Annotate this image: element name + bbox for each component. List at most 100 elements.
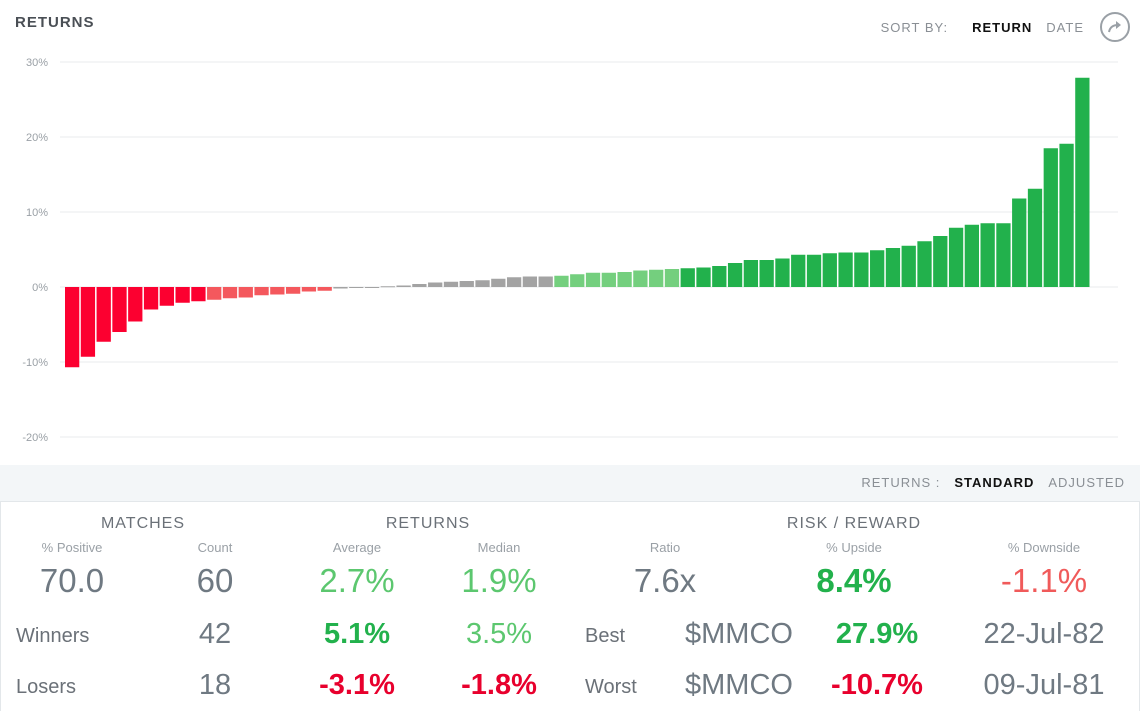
return-bar[interactable]	[238, 287, 253, 298]
return-bar[interactable]	[617, 272, 632, 287]
return-bar[interactable]	[65, 287, 80, 368]
return-bar[interactable]	[1043, 148, 1058, 287]
y-tick-label: -20%	[22, 432, 48, 444]
return-bar[interactable]	[1012, 198, 1027, 288]
return-bar[interactable]	[207, 287, 222, 300]
return-bar[interactable]	[712, 266, 727, 287]
return-bar[interactable]	[933, 236, 948, 287]
returns-type-toggle: RETURNS : STANDARD ADJUSTED	[861, 475, 1125, 490]
winners-label: Winners	[16, 625, 90, 647]
return-bar[interactable]	[270, 287, 285, 295]
return-bar[interactable]	[664, 269, 680, 287]
return-bar[interactable]	[301, 287, 317, 292]
return-bar[interactable]	[428, 282, 443, 288]
return-bar[interactable]	[980, 223, 995, 287]
sort-option-date[interactable]: DATE	[1046, 19, 1084, 35]
return-bar[interactable]	[538, 276, 553, 288]
return-bar[interactable]	[1059, 143, 1074, 287]
return-bar[interactable]	[285, 287, 301, 294]
return-bar[interactable]	[80, 287, 96, 357]
returns-type-label: RETURNS :	[861, 475, 941, 490]
best-return: 27.9%	[835, 618, 919, 650]
returns-option-standard[interactable]: STANDARD	[954, 475, 1035, 490]
return-bar[interactable]	[727, 263, 743, 287]
downside-label: % Downside	[1007, 540, 1081, 555]
return-bar[interactable]	[333, 287, 348, 289]
return-bar[interactable]	[964, 224, 979, 287]
count-value: 60	[196, 562, 234, 599]
return-bar[interactable]	[222, 287, 238, 299]
return-bar[interactable]	[601, 272, 616, 287]
ratio-label: Ratio	[649, 540, 681, 555]
return-bar[interactable]	[791, 254, 806, 287]
sort-option-return[interactable]: RETURN	[972, 19, 1033, 35]
ratio-value: 7.6x	[633, 562, 697, 599]
y-tick-label: -10%	[22, 357, 48, 369]
y-tick-label: 30%	[26, 57, 48, 69]
chart-title: RETURNS	[15, 14, 95, 31]
return-bar[interactable]	[554, 275, 569, 287]
return-bar[interactable]	[159, 287, 174, 306]
return-bar[interactable]	[380, 286, 395, 288]
upside-label: % Upside	[826, 540, 882, 555]
return-bar[interactable]	[317, 287, 332, 291]
best-date: 22-Jul-82	[983, 618, 1105, 650]
return-bar[interactable]	[522, 276, 538, 288]
return-bar[interactable]	[696, 267, 711, 288]
best-ticker[interactable]: $MMCO	[685, 618, 793, 650]
worst-ticker[interactable]: $MMCO	[685, 669, 793, 701]
return-bar[interactable]	[838, 252, 853, 288]
share-button[interactable]	[1100, 12, 1130, 42]
return-bar[interactable]	[112, 287, 127, 332]
return-bar[interactable]	[412, 284, 427, 287]
return-bar[interactable]	[775, 258, 790, 288]
return-bar[interactable]	[822, 253, 837, 287]
return-bar[interactable]	[743, 260, 759, 287]
sort-bar: SORT BY: RETURN DATE	[881, 12, 1130, 42]
return-bar[interactable]	[191, 287, 206, 302]
returns-option-adjusted[interactable]: ADJUSTED	[1048, 475, 1125, 490]
return-bar[interactable]	[491, 278, 506, 287]
return-bar[interactable]	[175, 287, 190, 303]
best-label: Best	[585, 625, 626, 647]
median-value: 1.9%	[461, 562, 537, 599]
return-bar[interactable]	[885, 248, 901, 287]
return-bar[interactable]	[585, 272, 601, 287]
return-bar[interactable]	[870, 250, 885, 287]
return-bar[interactable]	[506, 277, 522, 287]
share-arrow-icon	[1108, 21, 1121, 33]
return-bar[interactable]	[759, 260, 774, 287]
winners-median: 3.5%	[465, 618, 533, 650]
return-bar[interactable]	[364, 287, 380, 288]
return-bar[interactable]	[996, 223, 1011, 287]
return-bar[interactable]	[143, 287, 159, 310]
return-bar[interactable]	[948, 227, 964, 287]
return-bar[interactable]	[806, 254, 822, 287]
return-bar[interactable]	[917, 241, 932, 287]
return-bar[interactable]	[1027, 188, 1043, 287]
losers-median: -1.8%	[461, 669, 537, 701]
return-bar[interactable]	[633, 270, 648, 288]
return-bar[interactable]	[254, 287, 269, 296]
return-bar[interactable]	[649, 269, 664, 287]
return-bar[interactable]	[475, 280, 490, 287]
matches-section-title: MATCHES	[100, 515, 186, 532]
return-bar[interactable]	[570, 274, 585, 287]
return-bar[interactable]	[443, 281, 459, 287]
worst-label: Worst	[585, 676, 637, 698]
worst-return: -10.7%	[831, 669, 923, 701]
return-bar[interactable]	[459, 281, 474, 287]
average-value: 2.7%	[319, 562, 395, 599]
return-bar[interactable]	[396, 285, 411, 288]
risk-reward-section-title: RISK / REWARD	[786, 515, 922, 532]
return-bar[interactable]	[96, 287, 111, 342]
return-bar[interactable]	[680, 268, 695, 287]
median-label: Median	[477, 540, 521, 555]
returns-type-strip: RETURNS : STANDARD ADJUSTED	[0, 465, 1140, 501]
losers-average: -3.1%	[319, 669, 395, 701]
return-bar[interactable]	[128, 287, 143, 322]
return-bar[interactable]	[349, 287, 364, 288]
return-bar[interactable]	[854, 252, 869, 288]
return-bar[interactable]	[901, 245, 916, 287]
return-bar[interactable]	[1075, 77, 1090, 287]
